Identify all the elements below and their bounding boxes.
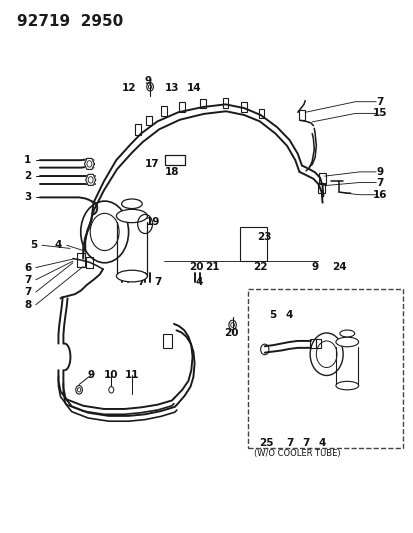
Bar [309, 339, 315, 349]
Text: 4: 4 [285, 310, 292, 320]
Text: 2: 2 [24, 171, 31, 181]
Text: 17: 17 [145, 159, 159, 169]
Text: 5: 5 [30, 240, 37, 250]
Text: 9: 9 [311, 262, 318, 271]
Text: 7: 7 [137, 278, 144, 287]
Text: 14: 14 [187, 83, 202, 93]
Text: 9: 9 [87, 370, 94, 381]
Text: 7: 7 [24, 275, 31, 285]
Text: 7: 7 [301, 438, 309, 448]
Text: 21: 21 [204, 262, 218, 271]
Bar [199, 99, 205, 108]
Text: 7: 7 [153, 278, 161, 287]
Text: 5: 5 [269, 310, 276, 320]
Polygon shape [85, 174, 95, 185]
Bar [222, 98, 228, 108]
Ellipse shape [116, 270, 147, 282]
Text: 7: 7 [24, 287, 31, 297]
Bar [315, 339, 320, 349]
Ellipse shape [121, 199, 142, 208]
Bar [135, 124, 141, 135]
Bar [163, 334, 172, 348]
Text: 9: 9 [376, 167, 383, 177]
Text: 3: 3 [24, 192, 31, 203]
Bar [241, 102, 247, 112]
Text: 22: 22 [253, 262, 267, 271]
Text: 25: 25 [259, 438, 273, 448]
Text: 20: 20 [189, 262, 204, 271]
Ellipse shape [339, 330, 354, 337]
Ellipse shape [335, 381, 358, 390]
Text: 6: 6 [24, 263, 31, 272]
Bar [160, 106, 166, 116]
Text: 10: 10 [104, 370, 118, 381]
Bar [146, 116, 152, 125]
Text: 4: 4 [55, 240, 62, 250]
Bar [248, 289, 402, 448]
Text: 12: 12 [121, 83, 135, 93]
Text: 20: 20 [224, 328, 238, 338]
Text: 7: 7 [286, 438, 293, 448]
Text: 15: 15 [372, 108, 387, 118]
Text: 7: 7 [376, 96, 383, 107]
Bar [318, 173, 325, 184]
Bar [77, 254, 85, 266]
Bar [164, 155, 184, 165]
Text: 4: 4 [317, 438, 325, 448]
Bar [318, 182, 324, 193]
Text: 7: 7 [376, 177, 383, 188]
Ellipse shape [335, 337, 358, 347]
Text: 13: 13 [164, 83, 179, 93]
Bar [298, 110, 304, 120]
Polygon shape [84, 158, 94, 169]
Ellipse shape [116, 209, 147, 223]
Text: 24: 24 [331, 262, 346, 271]
Text: 11: 11 [124, 370, 139, 381]
Text: 1: 1 [24, 155, 31, 165]
Text: 8: 8 [24, 300, 31, 310]
Text: (W/O COOLER TUBE): (W/O COOLER TUBE) [254, 449, 340, 458]
Bar [240, 227, 266, 261]
Text: 23: 23 [256, 232, 271, 243]
Text: 9: 9 [145, 77, 152, 86]
Text: 19: 19 [145, 217, 159, 228]
Bar [258, 109, 264, 118]
Text: 92719  2950: 92719 2950 [17, 14, 123, 29]
Bar [86, 257, 93, 268]
Bar [179, 102, 185, 112]
Text: 16: 16 [372, 190, 387, 200]
Text: 4: 4 [195, 278, 202, 287]
Text: 18: 18 [164, 167, 179, 177]
